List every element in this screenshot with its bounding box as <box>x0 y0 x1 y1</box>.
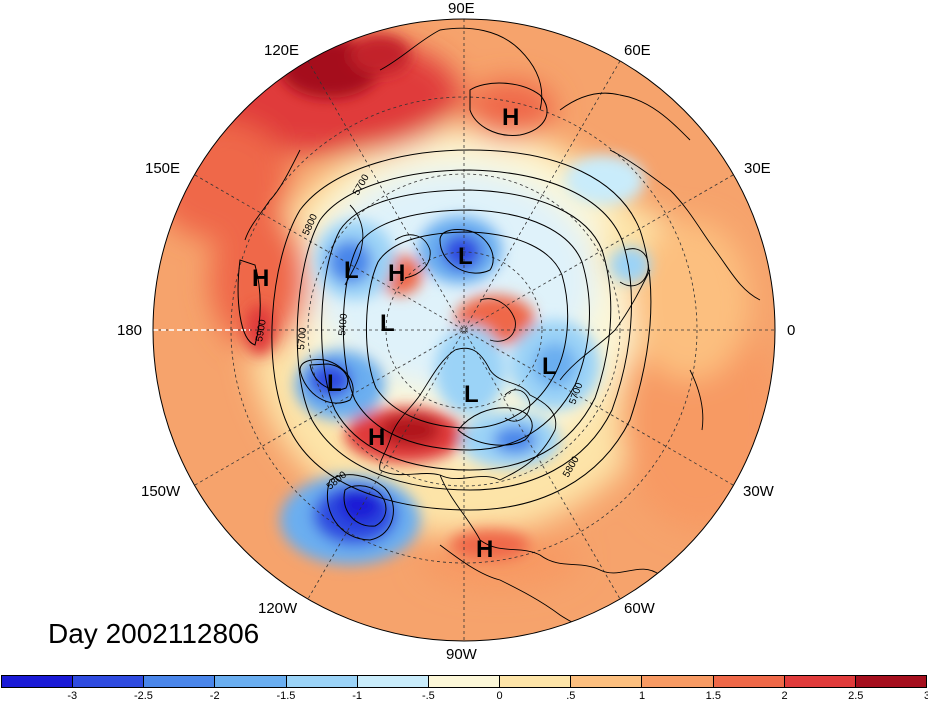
lon-label-180: 180 <box>117 322 142 339</box>
low-pressure-center: L <box>380 310 395 337</box>
colorbar-tick-label: -2.5 <box>133 690 153 702</box>
colorbar-swatches <box>1 675 927 688</box>
lon-label-90e: 90E <box>448 0 475 17</box>
colorbar-swatch <box>215 676 287 687</box>
colorbar-tick-label: -.5 <box>421 690 435 702</box>
colorbar-swatch <box>571 676 643 687</box>
low-pressure-center: L <box>344 257 359 284</box>
lon-label-90w: 90W <box>446 646 478 663</box>
lon-label-60e: 60E <box>624 42 651 59</box>
lon-label-0: 0 <box>787 322 795 339</box>
colorbar-tick-label: 3 <box>923 690 928 702</box>
colorbar-tick-label: 0 <box>496 690 503 702</box>
lon-label-120w: 120W <box>258 600 298 617</box>
colorbar-tick-label: 1.5 <box>705 690 721 702</box>
map-title: Day 2002112806 <box>48 618 260 649</box>
colorbar-swatch <box>2 676 74 687</box>
colorbar-tick-label: 2.5 <box>848 690 864 702</box>
colorbar-tick-label: -1.5 <box>276 690 296 702</box>
lon-label-30w: 30W <box>743 483 775 500</box>
low-pressure-center: L <box>542 353 557 380</box>
colorbar-swatch <box>428 676 501 687</box>
colorbar-tick-label: 1 <box>639 690 646 702</box>
colorbar-tick-label: 2 <box>781 690 788 702</box>
lon-label-150e: 150E <box>145 160 180 177</box>
contour-label: 5700 <box>296 327 309 351</box>
colorbar-swatch <box>713 676 785 687</box>
colorbar-tick-label: -1 <box>352 690 363 702</box>
coastlines <box>244 27 761 641</box>
colorbar-swatch <box>855 676 927 687</box>
colorbar-swatch <box>357 676 429 687</box>
longitude-labels: 90E 120E 60E 150E 30E 180 0 150W 30W 120… <box>117 0 795 663</box>
colorbar-tick-label: -2 <box>209 690 220 702</box>
low-pressure-center: L <box>327 370 342 397</box>
pressure-systems: H H H H H L L L L L L <box>252 104 557 563</box>
colorbar-tick-label: -3 <box>67 690 78 702</box>
high-pressure-center: H <box>502 104 519 131</box>
map-boundary <box>152 18 776 642</box>
low-pressure-center: L <box>458 243 473 270</box>
graticule <box>153 19 775 641</box>
colorbar-tick-label: .5 <box>566 690 576 702</box>
lon-label-30e: 30E <box>744 160 771 177</box>
colorbar-swatch <box>286 676 358 687</box>
height-contours <box>237 82 652 541</box>
low-pressure-center: L <box>464 381 479 408</box>
high-pressure-center: H <box>368 424 385 451</box>
polar-map: 5700 5800 5900 5700 5400 5800 5700 5800 … <box>117 0 795 663</box>
high-pressure-center: H <box>476 536 493 563</box>
lon-label-150w: 150W <box>141 483 181 500</box>
colorbar-swatch <box>642 676 714 687</box>
contour-label: 5900 <box>254 318 269 342</box>
high-pressure-center: H <box>252 265 269 292</box>
colorbar-swatch <box>73 676 145 687</box>
lon-label-60w: 60W <box>624 600 656 617</box>
contour-label: 5400 <box>337 313 350 337</box>
colorbar-swatch <box>144 676 216 687</box>
high-pressure-center: H <box>388 260 405 287</box>
colorbar-swatch <box>500 676 572 687</box>
colorbar: -3 -2.5 -2 -1.5 -1 -.5 0 .5 1 1.5 2 2.5 3 <box>0 675 928 702</box>
colorbar-swatch <box>784 676 856 687</box>
lon-label-120e: 120E <box>264 42 299 59</box>
